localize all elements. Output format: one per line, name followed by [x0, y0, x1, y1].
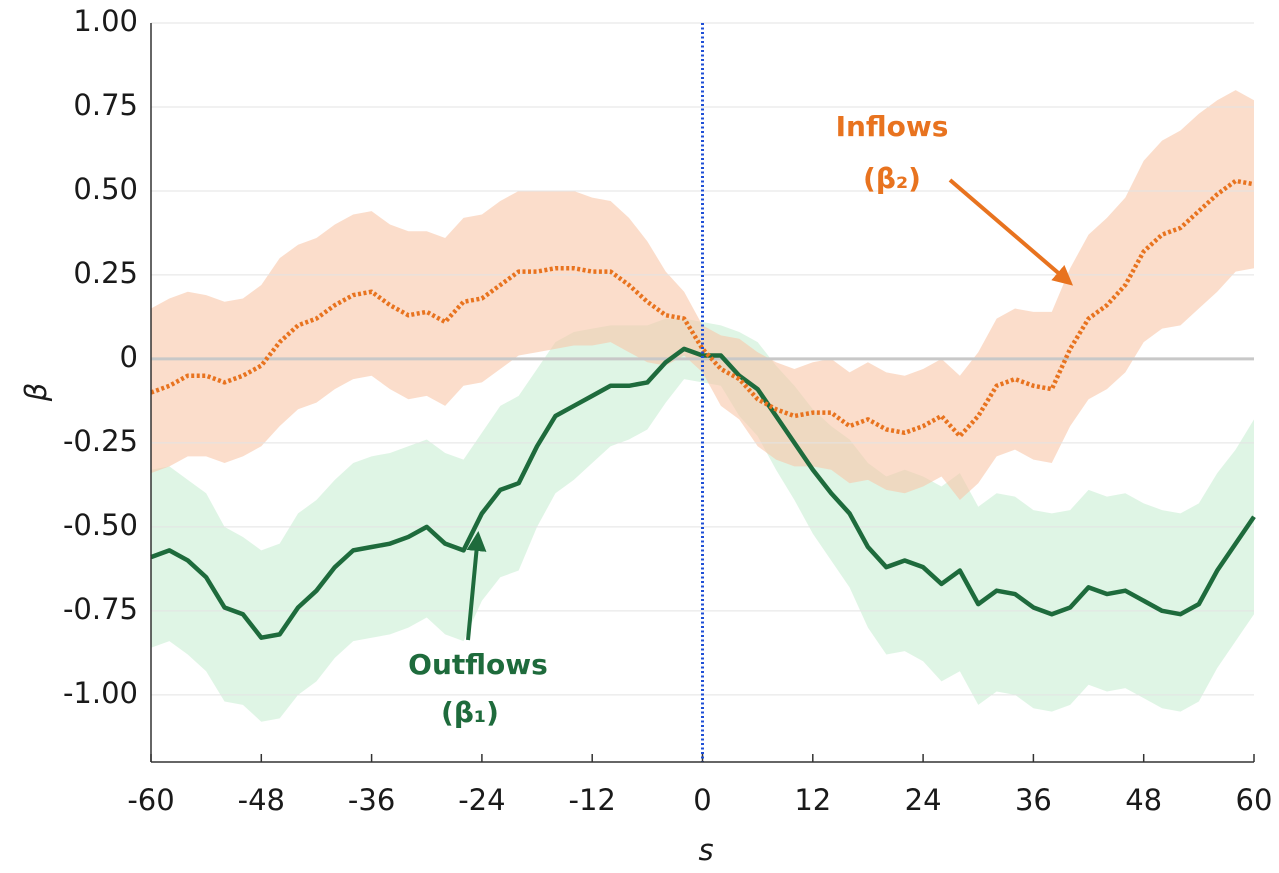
confidence-band	[151, 318, 1254, 722]
confidence-band	[151, 90, 1254, 500]
y-tick-label: 0.25	[73, 256, 138, 290]
arrow	[948, 178, 1074, 286]
x-tick-label: 12	[794, 783, 831, 817]
series-line	[150, 178, 1255, 439]
x-tick-label: -60	[127, 783, 174, 817]
y-tick-label: 0.75	[73, 88, 138, 122]
annotation: (β₂)	[863, 162, 921, 195]
series-line	[150, 346, 1256, 640]
x-tick-label: 24	[905, 783, 942, 817]
annotation: (β₁)	[441, 696, 499, 729]
x-tick-label: -36	[348, 783, 395, 817]
arrow	[466, 531, 487, 641]
y-tick-label: 1.00	[73, 4, 138, 38]
y-tick-label: -0.25	[63, 424, 138, 458]
x-tick-label: 48	[1125, 783, 1162, 817]
x-tick-label: -12	[569, 783, 616, 817]
annotation: Outflows	[408, 648, 548, 681]
lines	[150, 178, 1256, 640]
annotation: Inflows	[836, 110, 949, 143]
x-axis-label: s	[698, 833, 713, 867]
y-tick-label: -0.75	[63, 592, 138, 626]
x-tick-label: 60	[1236, 783, 1273, 817]
y-tick-label: 0.50	[73, 172, 138, 206]
y-axis-label: β	[19, 383, 53, 403]
axes: 1.00 0.75 0.50 0.25 0 -0.25 -0.50 -0.75 -1.00 -60…	[63, 4, 1273, 817]
x-tick-label: -24	[458, 783, 505, 817]
x-tick-label: 0	[693, 783, 711, 817]
x-tick-label: -48	[238, 783, 285, 817]
y-tick-label: -0.50	[63, 508, 138, 542]
y-tick-label: -1.00	[63, 676, 138, 710]
y-tick-label: 0	[120, 340, 138, 374]
bands	[151, 90, 1254, 722]
x-tick-label: 36	[1015, 783, 1052, 817]
